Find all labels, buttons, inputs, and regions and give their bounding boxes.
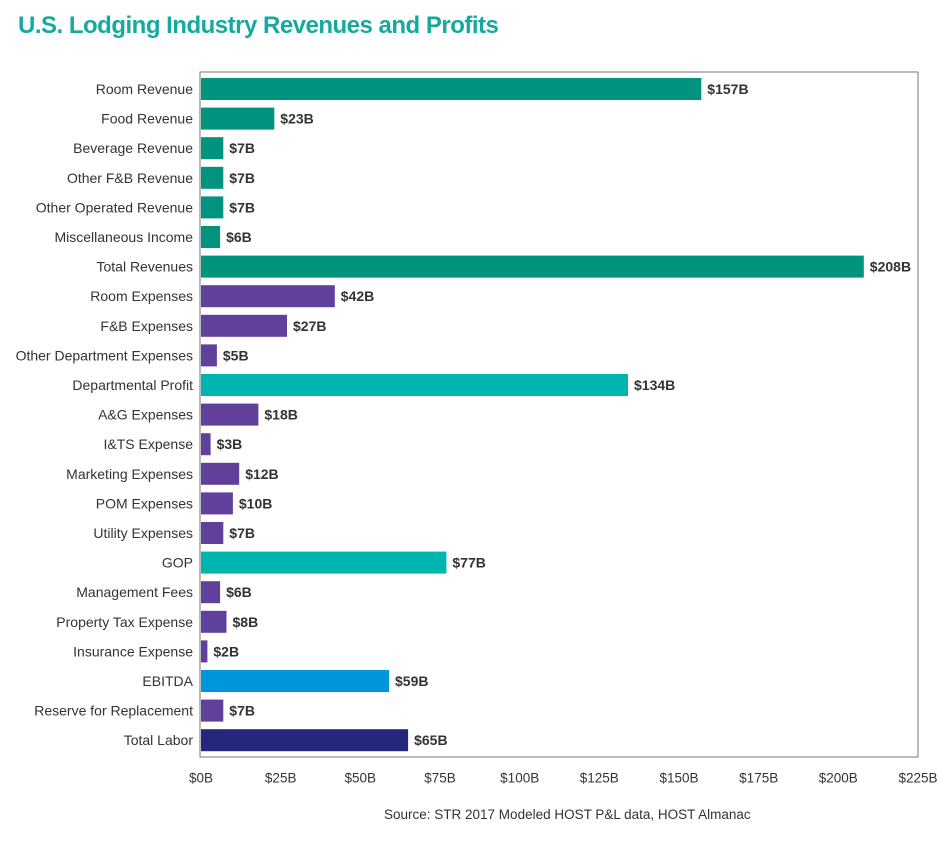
bar [201, 107, 275, 130]
value-label: $208B [870, 259, 911, 275]
bar [201, 699, 224, 722]
category-label: Other Department Expenses [16, 347, 193, 363]
source-note: Source: STR 2017 Modeled HOST P&L data, … [384, 807, 751, 822]
bar [201, 729, 409, 752]
bar [201, 226, 221, 248]
value-label: $8B [233, 614, 259, 630]
value-label: $157B [707, 81, 748, 97]
bar [201, 610, 227, 633]
bar [201, 492, 233, 515]
value-label: $2B [213, 643, 239, 659]
x-tick-label: $125B [580, 771, 619, 786]
value-label: $59B [395, 673, 428, 689]
value-label: $42B [341, 288, 374, 304]
category-label: Beverage Revenue [73, 140, 193, 156]
category-label: EBITDA [142, 673, 193, 689]
bar [201, 640, 208, 663]
bar [201, 522, 224, 544]
value-label: $6B [226, 584, 252, 600]
category-label: Room Expenses [90, 288, 193, 304]
x-tick-label: $200B [819, 771, 858, 786]
chart-title: U.S. Lodging Industry Revenues and Profi… [18, 12, 499, 39]
bar [201, 551, 447, 574]
bar [201, 196, 224, 219]
value-label: $18B [264, 407, 297, 423]
bar [201, 137, 224, 160]
bar [201, 255, 864, 278]
bar [201, 166, 224, 189]
value-label: $27B [293, 318, 326, 334]
x-axis: $0B $25B $50B $75B $100B $125B $150B $175B $200B… [189, 771, 938, 786]
category-label: POM Expenses [96, 495, 193, 511]
category-label: Management Fees [76, 584, 193, 600]
value-label: $10B [239, 495, 272, 511]
value-label: $65B [414, 732, 447, 748]
value-labels-layer: $157B $23B $7B $7B $7B $6B $208B $42B $27B $5B $13… [213, 81, 911, 748]
value-label: $5B [223, 347, 249, 363]
x-tick-label: $25B [265, 771, 297, 786]
value-label: $7B [229, 199, 255, 215]
value-label: $7B [229, 140, 255, 156]
x-tick-label: $150B [659, 771, 698, 786]
category-label: Other F&B Revenue [67, 170, 193, 186]
bar [201, 285, 335, 308]
category-label: Room Revenue [96, 81, 193, 97]
category-label: Total Revenues [96, 259, 193, 275]
category-label: Food Revenue [101, 111, 193, 127]
value-label: $7B [229, 170, 255, 186]
category-label: A&G Expenses [98, 407, 193, 423]
category-label: Departmental Profit [72, 377, 193, 393]
x-tick-label: $50B [345, 771, 377, 786]
value-label: $7B [229, 525, 255, 541]
category-label: Miscellaneous Income [54, 229, 193, 245]
x-tick-label: $175B [739, 771, 778, 786]
bar [201, 314, 287, 337]
value-label: $7B [229, 703, 255, 719]
bar [201, 462, 240, 485]
value-label: $12B [245, 466, 278, 482]
x-tick-label: $100B [500, 771, 539, 786]
value-label: $134B [634, 377, 675, 393]
bar [201, 403, 259, 426]
bar [201, 344, 217, 367]
value-label: $6B [226, 229, 252, 245]
bar [201, 374, 628, 396]
category-labels-layer: Room Revenue Food Revenue Beverage Revenue… [16, 81, 194, 748]
category-label: Total Labor [124, 732, 194, 748]
category-label: F&B Expenses [100, 318, 193, 334]
category-label: Other Operated Revenue [36, 199, 193, 215]
category-label: Insurance Expense [73, 643, 193, 659]
value-label: $77B [452, 555, 485, 571]
category-label: Marketing Expenses [66, 466, 193, 482]
bar [201, 433, 211, 456]
category-label: GOP [162, 555, 193, 571]
value-label: $3B [217, 436, 243, 452]
x-tick-label: $0B [189, 771, 213, 786]
category-label: Reserve for Replacement [34, 703, 193, 719]
category-label: Property Tax Expense [56, 614, 193, 630]
x-tick-label: $225B [898, 771, 937, 786]
bar [201, 581, 221, 604]
value-label: $23B [280, 111, 313, 127]
category-label: I&TS Expense [104, 436, 194, 452]
bars-layer [201, 78, 864, 752]
bar [201, 78, 702, 100]
x-tick-label: $75B [424, 771, 456, 786]
bar [201, 670, 389, 692]
category-label: Utility Expenses [93, 525, 193, 541]
plot-frame [199, 71, 919, 758]
